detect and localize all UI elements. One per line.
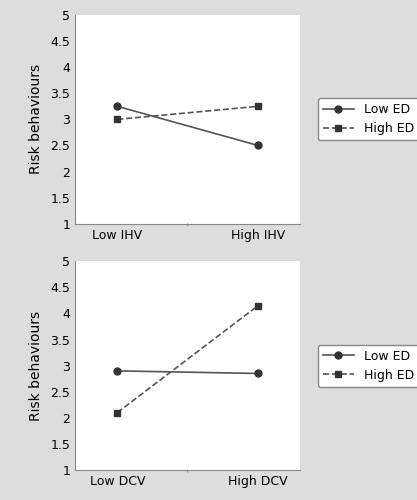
Y-axis label: Risk behaviours: Risk behaviours — [29, 310, 43, 420]
Y-axis label: Risk behaviours: Risk behaviours — [29, 64, 43, 174]
Legend: Low ED, High ED: Low ED, High ED — [318, 344, 417, 387]
Legend: Low ED, High ED: Low ED, High ED — [318, 98, 417, 140]
